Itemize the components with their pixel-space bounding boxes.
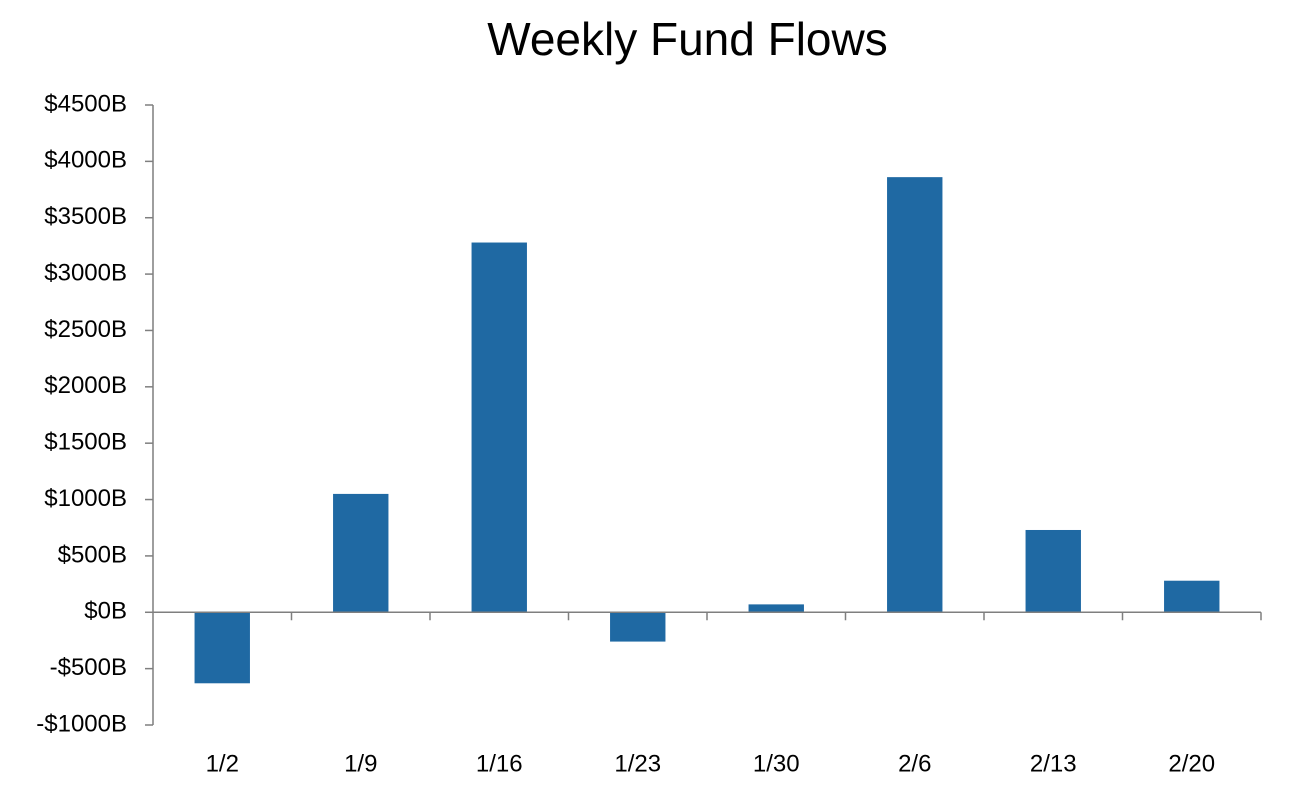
bar-2-13 [1025,529,1081,613]
y-tick-label: $4000B [44,147,127,174]
y-tick-label: $3000B [44,259,127,286]
bar-2-20 [1164,580,1220,613]
x-axis: 1/2 1/9 1/16 1/23 1/30 2/6 2/13 2/20 [153,611,1262,777]
y-tick-label: $1500B [44,429,127,456]
bar-1-9 [333,493,389,613]
x-tick-label: 1/30 [753,750,800,777]
chart-title: Weekly Fund Flows [487,13,888,65]
y-tick-label: -$500B [50,654,127,681]
y-tick-label: $2500B [44,316,127,343]
bar-2-6 [887,177,943,613]
x-tick-label: 1/2 [206,750,239,777]
x-tick-label: 2/6 [898,750,931,777]
y-tick-label: $0B [84,598,127,625]
x-tick-label: 1/16 [476,750,523,777]
y-tick-label: $500B [58,541,127,568]
y-tick-label: $1000B [44,485,127,512]
bar-1-16 [471,242,527,613]
bar-1-30 [748,604,804,613]
y-axis: -$1000B -$500B $0B $500B $1000B $1500B $2000B $… [36,90,154,737]
x-tick-label: 1/9 [344,750,377,777]
x-tick-label: 2/20 [1168,750,1215,777]
y-tick-label: $3500B [44,203,127,230]
x-tick-label: 2/13 [1030,750,1077,777]
y-tick-label: $2000B [44,372,127,399]
bar-1-23 [610,612,666,642]
y-tick-label: -$1000B [36,710,127,737]
bar-1-2 [194,612,250,684]
bars [194,177,1220,684]
x-tick-label: 1/23 [614,750,661,777]
y-tick-label: $4500B [44,90,127,117]
